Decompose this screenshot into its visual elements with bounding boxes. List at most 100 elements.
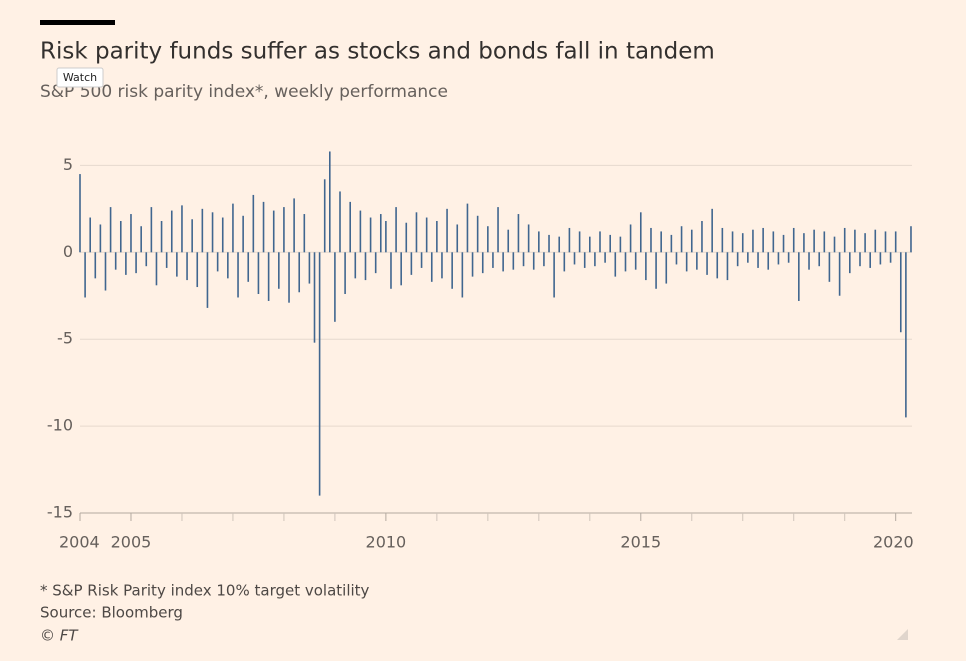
credit: © FT: [40, 627, 79, 645]
bar: [221, 217, 224, 253]
bar: [905, 252, 907, 418]
bar: [532, 252, 535, 270]
y-tick-label: -10: [47, 416, 73, 435]
bar: [548, 234, 550, 253]
bar: [201, 208, 204, 253]
resize-handle: [897, 629, 908, 640]
bar: [670, 234, 673, 253]
bar: [583, 252, 586, 268]
bar: [879, 252, 882, 265]
bar: [293, 198, 295, 253]
bar: [262, 201, 265, 253]
bar: [436, 221, 438, 253]
bar: [874, 229, 877, 253]
x-tick-label: 2005: [111, 533, 152, 552]
bar: [492, 252, 494, 268]
bar: [89, 217, 91, 253]
bar: [660, 231, 662, 253]
bar: [410, 252, 413, 275]
bar: [390, 252, 392, 289]
bar: [451, 252, 453, 289]
bar: [400, 252, 402, 286]
bar: [752, 229, 754, 253]
bar: [854, 229, 856, 253]
bar: [94, 252, 97, 279]
bar: [104, 252, 107, 291]
bar: [747, 252, 749, 263]
bar: [415, 212, 418, 253]
bar: [339, 191, 341, 253]
bar: [629, 224, 632, 253]
bar: [538, 231, 540, 253]
bar: [614, 252, 617, 277]
bar: [833, 236, 836, 253]
bar: [543, 252, 545, 267]
y-tick-label: 0: [63, 242, 73, 261]
bar: [706, 252, 708, 275]
bar: [278, 252, 280, 289]
x-tick-label: 2010: [366, 533, 407, 552]
bar: [257, 252, 260, 294]
bar: [354, 252, 357, 279]
bar: [165, 252, 168, 268]
bar: [191, 219, 193, 253]
bar: [910, 226, 912, 253]
bar: [303, 214, 306, 253]
bar: [466, 203, 469, 253]
bar: [599, 231, 601, 253]
bar: [114, 252, 117, 270]
bar: [798, 252, 800, 301]
bar: [216, 252, 219, 272]
bar: [838, 252, 841, 296]
bar: [441, 252, 443, 279]
bar: [349, 201, 351, 253]
bar: [119, 221, 122, 253]
bar: [736, 252, 739, 267]
bar: [782, 234, 785, 253]
bar: [487, 226, 489, 253]
bar: [323, 179, 326, 253]
bar: [899, 252, 902, 333]
bar: [227, 252, 229, 279]
bar: [242, 215, 244, 253]
bar: [792, 227, 795, 253]
bar: [803, 233, 805, 253]
bar: [757, 252, 759, 268]
bar: [604, 252, 606, 263]
bar: [512, 252, 515, 270]
bar: [619, 236, 622, 253]
bar: [721, 227, 724, 253]
chart-title: Risk parity funds suffer as stocks and b…: [40, 39, 715, 65]
plot-area: 5 0 -5 -10 -15 2004 2005 2010 2015 2020: [47, 151, 914, 552]
bar: [894, 231, 897, 253]
bar: [563, 252, 566, 272]
bar: [828, 252, 831, 282]
bar: [568, 227, 571, 253]
bar: [318, 252, 321, 496]
bar: [680, 226, 683, 253]
bar: [711, 208, 713, 253]
bar: [696, 252, 698, 270]
bar: [186, 252, 188, 281]
bar: [125, 252, 127, 275]
bar: [359, 210, 362, 253]
bar: [639, 212, 642, 253]
bar: [79, 174, 81, 253]
bar: [140, 226, 142, 253]
y-tick-label: 5: [63, 155, 73, 174]
bar: [859, 252, 861, 267]
x-tick-label: 2004: [59, 533, 100, 552]
bar: [476, 215, 479, 253]
bar: [308, 252, 311, 284]
source: Source: Bloomberg: [40, 604, 183, 622]
bar: [701, 221, 703, 253]
bar: [267, 252, 270, 301]
bar: [374, 252, 377, 274]
footnote: * S&P Risk Parity index 10% target volat…: [40, 582, 370, 600]
bar: [160, 221, 163, 253]
bar: [379, 214, 382, 253]
bar: [430, 252, 433, 282]
title-bar: [40, 20, 115, 25]
